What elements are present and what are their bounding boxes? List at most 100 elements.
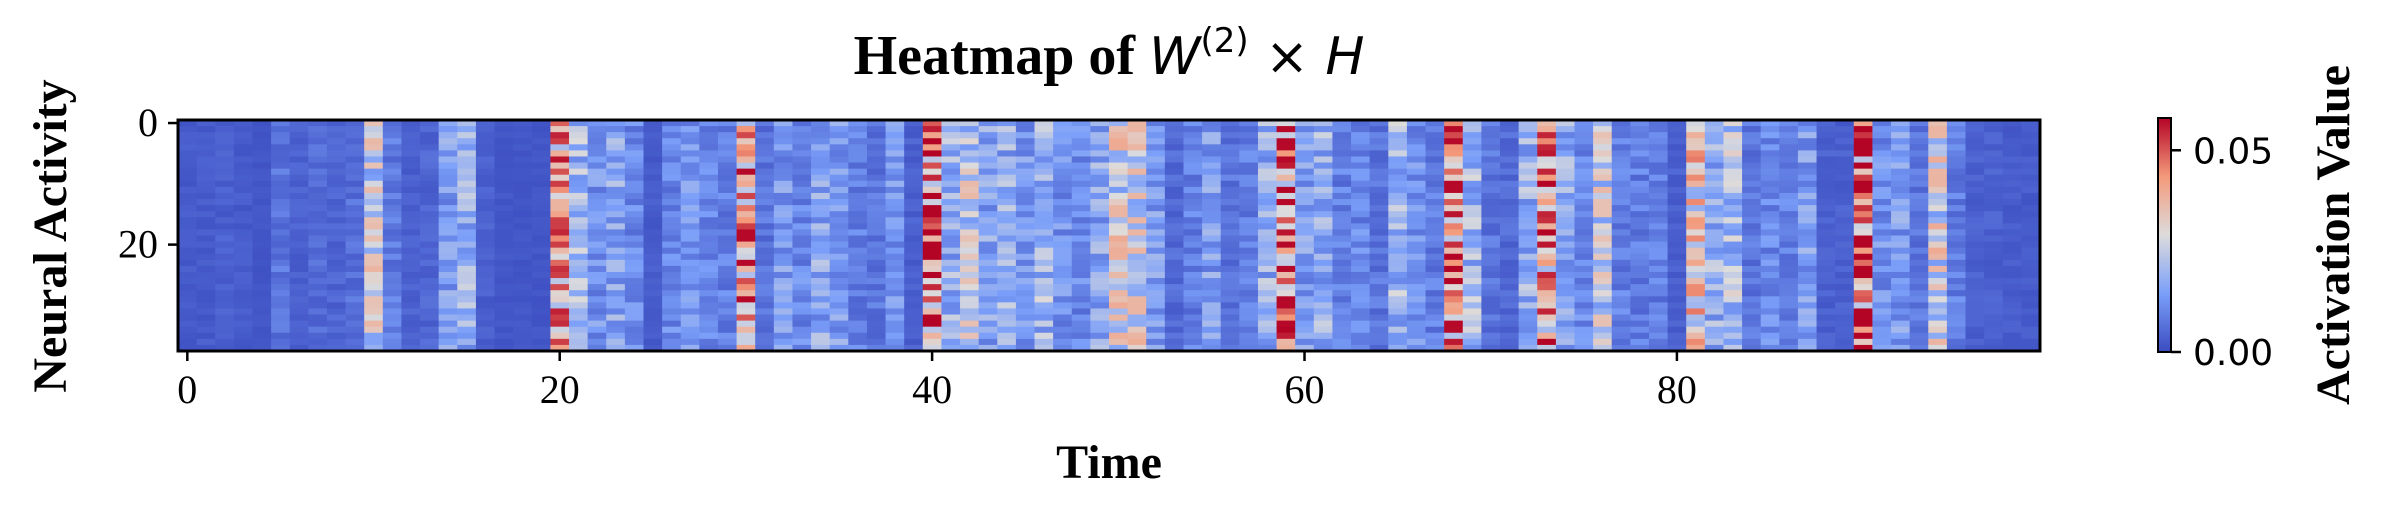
heatmap-cell xyxy=(960,186,980,194)
heatmap-cell xyxy=(1686,314,1706,322)
heatmap-cell xyxy=(1015,205,1036,212)
heatmap-cell xyxy=(420,180,440,188)
heatmap-cell xyxy=(475,217,496,224)
heatmap-cell xyxy=(1518,247,1538,255)
heatmap-cell xyxy=(326,168,347,176)
heatmap-cell xyxy=(1183,132,1203,139)
heatmap-cell xyxy=(848,253,868,261)
heatmap-cell xyxy=(1369,156,1389,164)
heatmap-cell xyxy=(922,156,943,164)
heatmap-cell xyxy=(1034,235,1054,243)
heatmap-cell xyxy=(885,259,905,267)
heatmap-cell xyxy=(1406,217,1427,224)
heatmap-cell xyxy=(1742,180,1762,188)
heatmap-cell xyxy=(1630,284,1650,291)
heatmap-cell xyxy=(420,120,440,127)
heatmap-cell xyxy=(1779,217,1799,224)
heatmap-cell xyxy=(1183,241,1203,249)
heatmap-cell xyxy=(1984,320,2004,328)
heatmap-cell xyxy=(2021,265,2041,273)
heatmap-cell xyxy=(457,132,477,139)
heatmap-cell xyxy=(1034,144,1054,151)
heatmap-cell xyxy=(1928,320,1948,328)
heatmap-cell xyxy=(308,332,328,340)
heatmap-cell xyxy=(1835,241,1855,249)
heatmap-cell xyxy=(420,247,440,255)
heatmap-cell xyxy=(1816,205,1836,212)
heatmap-cell xyxy=(215,278,235,285)
heatmap-cell xyxy=(680,199,700,206)
heatmap-cell xyxy=(1444,180,1464,188)
heatmap-cell xyxy=(1295,314,1315,322)
heatmap-cell xyxy=(1369,229,1389,237)
heatmap-cell xyxy=(699,284,719,291)
heatmap-cell xyxy=(885,126,905,133)
heatmap-cell xyxy=(736,259,756,267)
heatmap-cell xyxy=(326,314,347,322)
heatmap-cell xyxy=(587,150,607,158)
heatmap-cell xyxy=(196,278,216,285)
heatmap-cell xyxy=(1462,271,1482,279)
heatmap-cell xyxy=(1202,229,1222,237)
colorbar xyxy=(2157,117,2172,353)
heatmap-cell xyxy=(1257,259,1278,267)
heatmap-cell xyxy=(457,168,477,176)
heatmap-cell xyxy=(345,199,365,206)
heatmap-cell xyxy=(848,271,868,279)
heatmap-cell xyxy=(717,223,738,231)
heatmap-cell xyxy=(1388,174,1408,182)
heatmap-cell xyxy=(2002,156,2022,164)
heatmap-cell xyxy=(699,265,719,273)
heatmap-cell xyxy=(997,229,1017,237)
heatmap-cell xyxy=(1891,235,1911,243)
heatmap-cell xyxy=(1090,308,1110,316)
x-tick-label: 20 xyxy=(540,367,580,412)
heatmap-cell xyxy=(1853,241,1874,249)
heatmap-cell xyxy=(1071,186,1091,194)
heatmap-cell xyxy=(643,229,663,237)
heatmap-cell xyxy=(1704,302,1725,310)
heatmap-cell xyxy=(1257,156,1278,164)
heatmap-cell xyxy=(1183,344,1203,352)
heatmap-cell xyxy=(1183,199,1203,206)
heatmap-cell xyxy=(587,338,607,346)
heatmap-cell xyxy=(960,284,980,291)
heatmap-cell xyxy=(475,186,496,194)
heatmap-cell xyxy=(624,156,645,164)
heatmap-cell xyxy=(271,192,291,200)
heatmap-cell xyxy=(587,265,607,273)
heatmap-cell xyxy=(736,126,756,133)
heatmap-cell xyxy=(1127,284,1147,291)
heatmap-cell xyxy=(1127,120,1147,127)
heatmap-cell xyxy=(811,156,831,164)
heatmap-cell xyxy=(1239,235,1259,243)
heatmap-cell xyxy=(382,126,403,133)
heatmap-cell xyxy=(1686,338,1706,346)
heatmap-cell xyxy=(1481,253,1501,261)
heatmap-cell xyxy=(1648,132,1669,139)
heatmap-cell xyxy=(178,162,198,170)
heatmap-cell xyxy=(382,150,403,158)
heatmap-cell xyxy=(904,126,924,133)
heatmap-cell xyxy=(1984,126,2004,133)
heatmap-cell xyxy=(904,247,924,255)
heatmap-cell xyxy=(569,150,589,158)
heatmap-cell xyxy=(829,284,849,291)
heatmap-cell xyxy=(2021,223,2041,231)
heatmap-cell xyxy=(1164,326,1185,334)
heatmap-cell xyxy=(811,144,831,151)
heatmap-cell xyxy=(1872,320,1892,328)
heatmap-cell xyxy=(289,186,309,194)
heatmap-cell xyxy=(755,278,775,285)
heatmap-cell xyxy=(829,217,849,224)
heatmap-cell xyxy=(1760,223,1780,231)
heatmap-cell xyxy=(1500,320,1520,328)
heatmap-cell xyxy=(643,180,663,188)
heatmap-cell xyxy=(1406,308,1427,316)
heatmap-cell xyxy=(1872,247,1892,255)
heatmap-cell xyxy=(941,326,961,334)
heatmap-cell xyxy=(1220,150,1240,158)
heatmap-cell xyxy=(1946,144,1967,151)
heatmap-cell xyxy=(1797,144,1818,151)
heatmap-cell xyxy=(1872,290,1892,297)
